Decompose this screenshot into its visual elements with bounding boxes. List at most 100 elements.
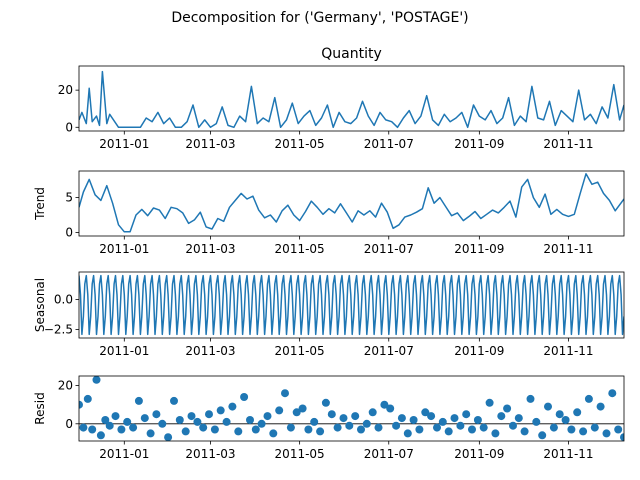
resid-point: [304, 425, 313, 434]
resid-point: [579, 427, 588, 436]
xtick-label: 2011-07: [364, 137, 414, 151]
resid-point: [456, 421, 465, 430]
resid-point: [538, 431, 547, 440]
resid-point: [79, 423, 88, 432]
ylabel-trend: Trend: [33, 187, 47, 221]
resid-point: [520, 427, 529, 436]
xtick-label: 2011-05: [275, 137, 325, 151]
ytick-label: 0: [65, 120, 73, 134]
resid-point: [310, 417, 319, 426]
resid-point: [79, 400, 83, 409]
resid-point: [117, 425, 126, 434]
figure-suptitle: Decomposition for ('Germany', 'POSTAGE'): [171, 10, 468, 26]
ylabel-seasonal: Seasonal: [33, 278, 47, 332]
resid-point: [509, 421, 517, 430]
resid-point: [526, 394, 535, 403]
resid-point: [193, 417, 202, 426]
xtick-label: 2011-05: [275, 242, 325, 256]
resid-point: [129, 423, 138, 432]
resid-point: [158, 419, 167, 428]
resid-point: [368, 408, 377, 417]
resid-point: [473, 416, 482, 424]
resid-point: [614, 425, 623, 434]
resid-point: [555, 410, 564, 419]
resid-point: [333, 423, 342, 432]
ytick-label: 5: [65, 191, 73, 205]
resid-point: [351, 412, 360, 421]
resid-point: [246, 416, 254, 424]
xtick-label: 2011-09: [454, 447, 504, 461]
ylabel-resid: Resid: [33, 392, 47, 424]
resid-point: [263, 412, 272, 421]
resid-point: [479, 423, 488, 432]
panel-trend: 0 5 2011-01 2011-03 2011-05 2011-07 2011-09 201…: [33, 170, 625, 256]
ytick-label: −2.5: [44, 323, 73, 337]
resid-point: [608, 389, 617, 398]
resid-point: [397, 414, 406, 423]
resid-point: [88, 425, 97, 434]
axes-frame-resid: [78, 375, 625, 442]
resid-point: [357, 425, 365, 434]
resid-point: [134, 396, 143, 405]
resid-point: [164, 433, 173, 441]
axes-frame-seasonal: [78, 271, 625, 339]
resid-point: [152, 410, 161, 419]
resid-point: [298, 404, 307, 413]
resid-point: [438, 417, 447, 426]
xtick-label: 2011-09: [454, 344, 504, 358]
ytick-label: 0.0: [54, 293, 73, 307]
resid-point: [620, 433, 624, 441]
resid-point: [602, 429, 611, 438]
resid-point: [403, 429, 412, 438]
resid-point: [362, 419, 371, 428]
xtick-label: 2011-03: [185, 344, 235, 358]
resid-point: [462, 410, 471, 419]
resid-point: [567, 425, 576, 434]
xtick-label: 2011-01: [99, 137, 149, 151]
resid-point: [321, 398, 330, 407]
xtick-label: 2011-03: [185, 242, 235, 256]
resid-point: [584, 394, 593, 403]
resid-point: [339, 414, 348, 423]
resid-point: [421, 408, 430, 417]
resid-point: [123, 417, 132, 426]
series-line-seasonal: [79, 274, 624, 336]
resid-point: [286, 423, 295, 432]
resid-point: [240, 393, 249, 401]
resid-point: [222, 417, 231, 426]
resid-point: [327, 410, 336, 419]
resid-point: [427, 412, 436, 421]
xtick-label: 2011-01: [99, 344, 149, 358]
resid-point: [181, 427, 190, 436]
resid-point: [105, 421, 114, 430]
resid-point: [83, 394, 92, 403]
resid-point: [503, 404, 512, 413]
resid-point: [374, 423, 383, 432]
resid-point: [590, 423, 599, 432]
resid-point: [386, 404, 395, 413]
resid-point: [380, 400, 389, 409]
xtick-label: 2011-11: [543, 447, 593, 461]
resid-point: [251, 425, 260, 434]
resid-point: [234, 427, 243, 436]
resid-point: [561, 416, 570, 424]
resid-point: [101, 416, 110, 424]
axes-frame-observed: [78, 65, 625, 132]
xtick-label: 2011-01: [99, 447, 149, 461]
resid-point: [345, 421, 354, 430]
series-line-observed: [79, 70, 624, 129]
panel-title: Quantity: [321, 46, 382, 62]
xtick-label: 2011-07: [364, 242, 414, 256]
xtick-label: 2011-11: [543, 137, 593, 151]
ytick-label: 0: [65, 417, 73, 431]
resid-point: [415, 425, 424, 434]
xtick-label: 2011-03: [185, 447, 235, 461]
resid-point: [444, 427, 453, 436]
resid-point: [257, 419, 266, 428]
resid-point: [146, 429, 155, 438]
resid-point: [549, 423, 558, 432]
resid-point: [409, 416, 418, 424]
resid-point: [275, 406, 284, 415]
resid-point: [96, 431, 105, 440]
